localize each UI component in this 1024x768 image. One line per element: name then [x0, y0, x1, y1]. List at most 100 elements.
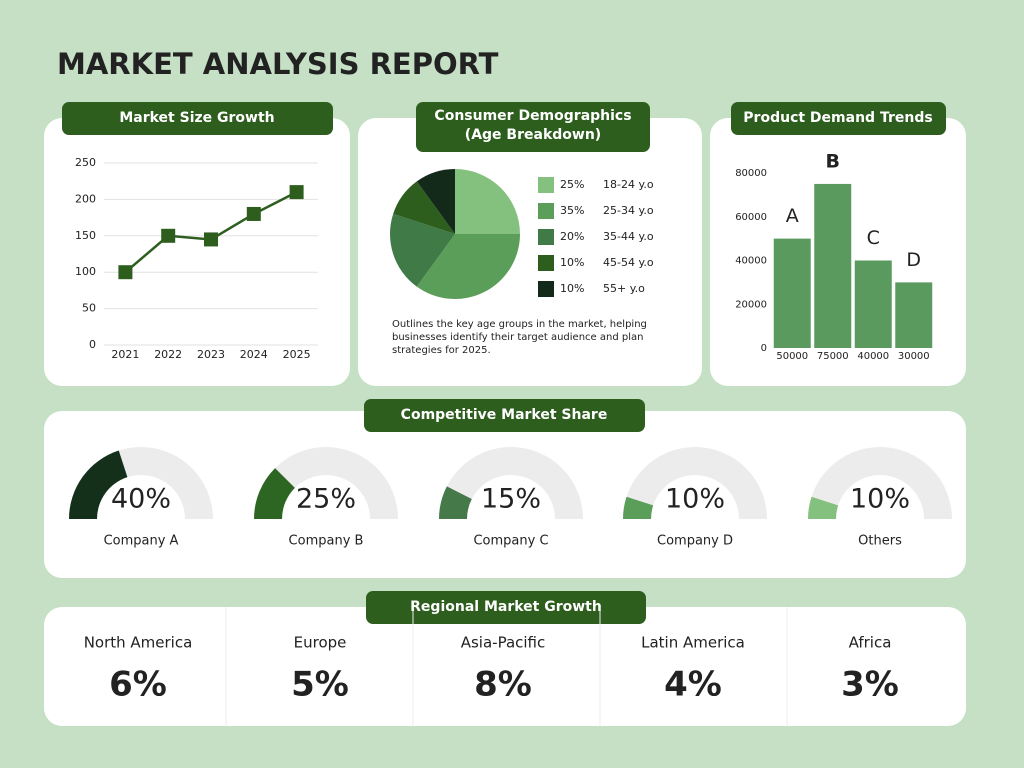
legend-value: 10%: [560, 256, 584, 269]
gauge-value: 40%: [111, 484, 171, 515]
pie-slice: [455, 169, 520, 234]
pie-slice: [416, 169, 455, 234]
bar-label: D: [906, 249, 921, 271]
annotation-box: Outlines the key age groups in the marke…: [392, 319, 647, 356]
legend-label: 18-24 y.o: [603, 178, 654, 191]
region-value: 6%: [109, 665, 167, 705]
gauge-fill: [69, 450, 128, 519]
gauge-label: Company D: [657, 534, 733, 549]
region-value: 5%: [291, 665, 349, 705]
bar: [854, 260, 892, 348]
legend-label: 35-44 y.o: [603, 230, 654, 243]
pie-slice: [416, 234, 520, 299]
region-value: 3%: [841, 665, 899, 705]
title-pill: [62, 102, 333, 135]
x-tick-label: 40000: [857, 351, 889, 362]
chart-subtitle: (Age Breakdown): [465, 127, 601, 143]
x-tick-label: 50000: [776, 351, 808, 362]
card: [44, 607, 966, 726]
point: [246, 206, 261, 221]
gauge-value: 25%: [296, 484, 356, 515]
x-tick-label: 30000: [898, 351, 930, 362]
point: [204, 232, 218, 247]
y-tick-label: 20000: [735, 299, 767, 310]
pie-slice: [390, 213, 455, 287]
gauge-fill: [623, 496, 654, 519]
region-name: North America: [84, 634, 193, 652]
x-tick-label: 2024: [240, 348, 268, 361]
region-name: Europe: [294, 634, 347, 652]
gauge-fill: [439, 486, 472, 519]
gauge-label: Others: [858, 534, 902, 549]
gauge-label: Company C: [473, 534, 548, 549]
legend-value: 20%: [560, 230, 584, 243]
point: [118, 265, 133, 280]
bar: [895, 282, 933, 348]
legend-swatch: [538, 281, 554, 297]
legend-swatch: [538, 229, 554, 245]
gauge-track: [254, 447, 398, 519]
gauge-fill: [254, 468, 295, 519]
x-tick-label: 75000: [817, 351, 849, 362]
region-value: 4%: [664, 665, 722, 705]
annotation: Outlines the key age groups in the marke…: [392, 319, 647, 356]
legend-label: 25-34 y.o: [603, 204, 654, 217]
gauge-fill: [808, 496, 839, 519]
x-tick-label: 2021: [111, 348, 139, 361]
pie-slice: [393, 181, 455, 234]
bar: [814, 183, 852, 348]
region-name: Asia-Pacific: [461, 634, 546, 652]
y-tick-label: 0: [761, 343, 767, 354]
title-pill: [366, 591, 646, 624]
point: [161, 228, 176, 243]
chart-title: Product Demand Trends: [743, 110, 932, 126]
card: [44, 118, 350, 386]
legend-swatch: [538, 177, 554, 193]
gauge-value: 15%: [481, 484, 541, 515]
x-tick-label: 2022: [154, 348, 182, 361]
chart-title: Consumer Demographics: [434, 108, 631, 124]
legend-value: 10%: [560, 282, 584, 295]
x-tick-label: 2025: [283, 348, 311, 361]
gauge-label: Company A: [104, 534, 179, 549]
bar: [773, 238, 811, 348]
y-tick-label: 40000: [735, 256, 767, 267]
y-tick-label: 200: [75, 192, 96, 205]
legend-value: 35%: [560, 204, 584, 217]
legend-value: 25%: [560, 178, 584, 191]
gauge-track: [808, 447, 952, 519]
title-pill: [364, 399, 645, 432]
chart-title: Regional Market Growth: [410, 599, 602, 615]
legend-swatch: [538, 203, 554, 219]
gauge-value: 10%: [850, 484, 910, 515]
y-tick-label: 0: [89, 338, 96, 351]
y-tick-label: 60000: [735, 212, 767, 223]
region-name: Latin America: [641, 634, 745, 652]
point: [289, 185, 304, 200]
region-name: Africa: [849, 634, 892, 652]
y-tick-label: 100: [75, 265, 96, 278]
bar-label: B: [826, 150, 840, 172]
report-title: MARKET ANALYSIS REPORT: [57, 47, 499, 81]
gauge-track: [623, 447, 767, 519]
gauge-track: [439, 447, 583, 519]
y-tick-label: 250: [75, 156, 96, 169]
chart-title: Competitive Market Share: [401, 407, 608, 423]
bar-label: C: [867, 227, 880, 249]
legend-label: 45-54 y.o: [603, 256, 654, 269]
y-tick-label: 50: [82, 302, 96, 315]
title-pill: [731, 102, 946, 135]
region-value: 8%: [474, 665, 532, 705]
chart-title: Market Size Growth: [119, 110, 274, 126]
gauge-label: Company B: [289, 534, 364, 549]
y-tick-label: 80000: [735, 168, 767, 179]
card: [44, 411, 966, 578]
bar-label: A: [786, 205, 799, 227]
legend-swatch: [538, 255, 554, 271]
title-pill: [416, 102, 650, 152]
legend-label: 55+ y.o: [603, 282, 645, 295]
x-tick-label: 2023: [197, 348, 225, 361]
gauge-value: 10%: [665, 484, 725, 515]
y-tick-label: 150: [75, 229, 96, 242]
